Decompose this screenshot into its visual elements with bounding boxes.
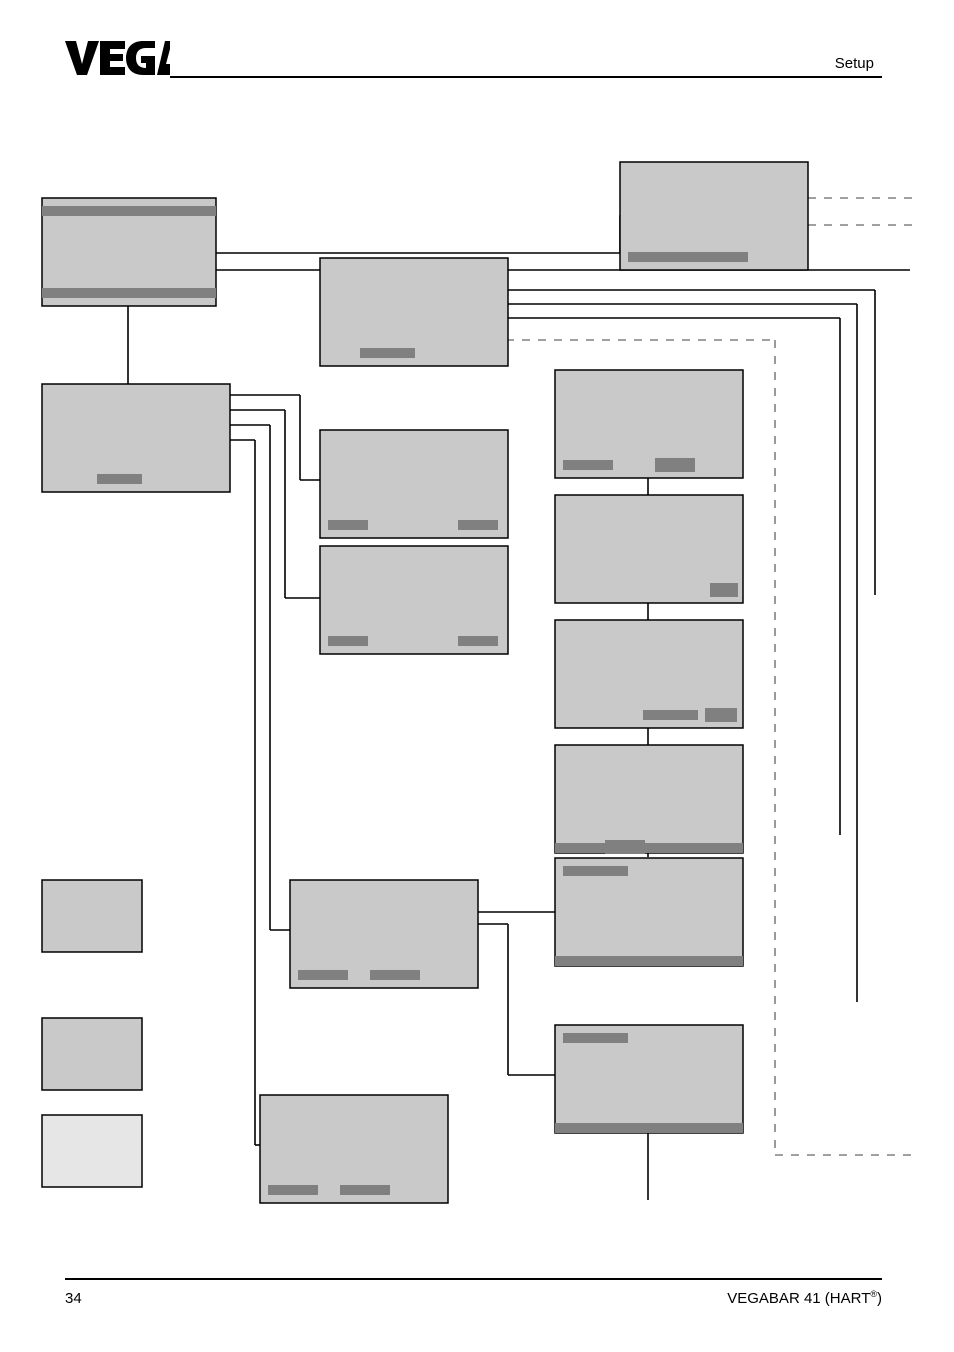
diagram-box-b11 [42,880,142,952]
diagram-box-b1 [42,198,216,306]
footer-product-close: ) [877,1290,882,1307]
diagram-box-b12 [42,1018,142,1090]
diagram-box-b13 [42,1115,142,1187]
diagram-box-b10 [555,745,743,854]
diagram-box-b14 [290,880,478,988]
diagram-box-b2 [620,162,808,270]
diagram-box-b4 [42,384,230,492]
footer-page-number: 34 [65,1290,82,1307]
diagram-box-b9 [555,620,743,728]
footer-product-text: VEGABAR 41 (HART [727,1290,870,1307]
footer-product: VEGABAR 41 (HART®) [727,1289,882,1307]
diagram-box-b6 [555,370,743,478]
diagram-box-b15 [555,858,743,966]
footer-rule [65,1278,882,1280]
footer-product-sup: ® [870,1289,877,1299]
menu-diagram [0,0,954,1352]
diagram-box-b7 [320,546,508,654]
diagram-box-b16 [260,1095,448,1203]
diagram-box-b3 [320,258,508,366]
diagram-box-b5 [320,430,508,538]
diagram-box-b17 [555,1025,743,1133]
diagram-box-b8 [555,495,743,603]
